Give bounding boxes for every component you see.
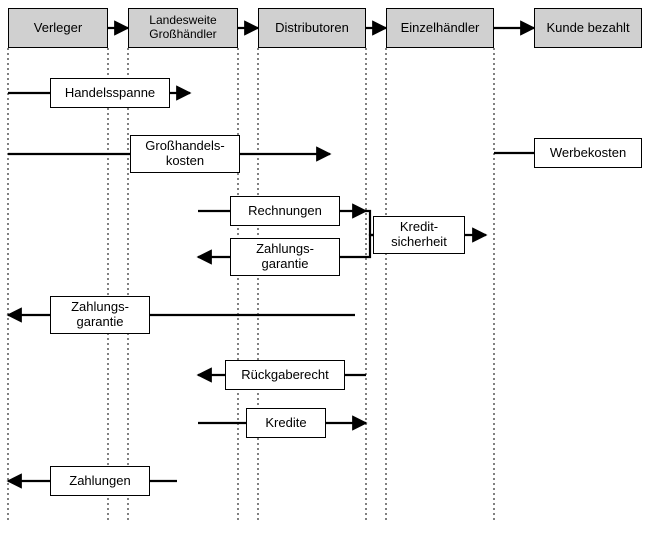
node-label-rueckgaberecht: Rückgaberecht bbox=[241, 368, 328, 383]
arrow-ks_join_bot bbox=[366, 235, 373, 257]
node-label-rechnungen: Rechnungen bbox=[248, 204, 322, 219]
node-zahlungsgarantie1: Zahlungs- garantie bbox=[230, 238, 340, 276]
node-label-grosshaendler: Landesweite Großhändler bbox=[149, 14, 216, 42]
node-handelsspanne: Handelsspanne bbox=[50, 78, 170, 108]
flowchart-stage: Verleger Landesweite Großhändler Distribut… bbox=[0, 0, 650, 534]
node-distributoren: Distributoren bbox=[258, 8, 366, 48]
node-grosshaendler: Landesweite Großhändler bbox=[128, 8, 238, 48]
node-label-kreditsicherheit: Kredit- sicherheit bbox=[391, 220, 447, 250]
node-label-handelsspanne: Handelsspanne bbox=[65, 86, 155, 101]
node-zahlungen: Zahlungen bbox=[50, 466, 150, 496]
node-kunde: Kunde bezahlt bbox=[534, 8, 642, 48]
node-kreditsicherheit: Kredit- sicherheit bbox=[373, 216, 465, 254]
node-rechnungen: Rechnungen bbox=[230, 196, 340, 226]
node-label-verleger: Verleger bbox=[34, 21, 82, 36]
node-label-werbekosten: Werbekosten bbox=[550, 146, 626, 161]
node-label-zahlungsgarantie1: Zahlungs- garantie bbox=[256, 242, 314, 272]
node-einzelhaendler: Einzelhändler bbox=[386, 8, 494, 48]
node-zahlungsgarantie2: Zahlungs- garantie bbox=[50, 296, 150, 334]
node-verleger: Verleger bbox=[8, 8, 108, 48]
node-label-zahlungen: Zahlungen bbox=[69, 474, 130, 489]
node-werbekosten: Werbekosten bbox=[534, 138, 642, 168]
node-label-grosshandelskosten: Großhandels- kosten bbox=[145, 139, 224, 169]
node-kredite: Kredite bbox=[246, 408, 326, 438]
node-label-zahlungsgarantie2: Zahlungs- garantie bbox=[71, 300, 129, 330]
node-grosshandelskosten: Großhandels- kosten bbox=[130, 135, 240, 173]
arrow-ks_join_top bbox=[366, 211, 373, 235]
node-rueckgaberecht: Rückgaberecht bbox=[225, 360, 345, 390]
node-label-kunde: Kunde bezahlt bbox=[546, 21, 629, 36]
node-label-distributoren: Distributoren bbox=[275, 21, 349, 36]
node-label-einzelhaendler: Einzelhändler bbox=[401, 21, 480, 36]
node-label-kredite: Kredite bbox=[265, 416, 306, 431]
